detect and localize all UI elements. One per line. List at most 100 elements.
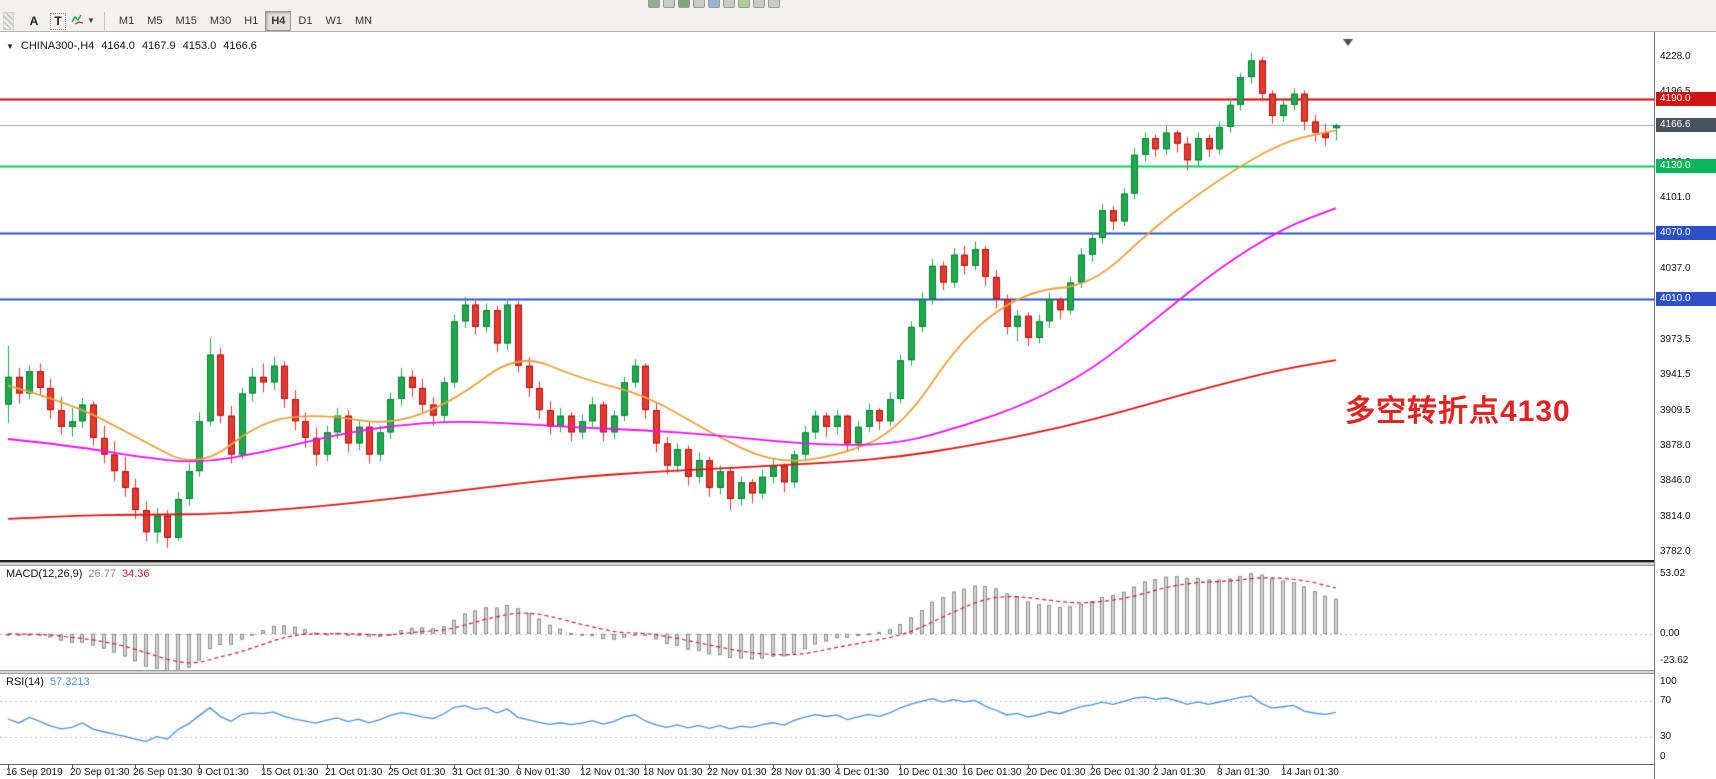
macd-axis-tick: 0.00 [1660, 627, 1680, 639]
timeframe-button-m30[interactable]: M30 [204, 11, 237, 31]
time-axis-label: 20 Sep 01:30 [70, 767, 130, 778]
time-axis-label: 8 Jan 01:30 [1217, 767, 1270, 778]
chart-open-value: 4164.0 [101, 40, 135, 52]
time-axis-tick [1028, 765, 1029, 768]
time-axis-label: 9 Oct 01:30 [197, 767, 249, 778]
cropped-toolbar-row [648, 0, 780, 9]
rsi-axis-tick: 100 [1660, 676, 1677, 687]
time-axis-label: 6 Nov 01:30 [516, 767, 570, 778]
time-axis-tick [1219, 765, 1220, 768]
timeframe-button-m15[interactable]: M15 [169, 11, 202, 31]
time-axis-label: 28 Nov 01:30 [771, 767, 831, 778]
time-axis-tick [518, 765, 519, 768]
time-axis-tick [1155, 765, 1156, 768]
cropped-toolbar-icon[interactable] [753, 0, 765, 8]
chart-low-value: 4153.0 [182, 40, 217, 52]
price-line-badge: 4190.0 [1656, 92, 1716, 107]
price-axis-tick: 3973.5 [1660, 333, 1691, 345]
timeframe-button-m5[interactable]: M5 [141, 11, 168, 31]
chart-high-value: 4167.9 [141, 40, 176, 52]
price-axis-tick: 3878.0 [1660, 439, 1691, 451]
cropped-toolbar-icon[interactable] [678, 0, 690, 8]
price-axis-tick: 3846.0 [1660, 475, 1691, 487]
time-axis-tick [900, 765, 901, 768]
indicator-zigzag-icon [71, 13, 85, 28]
text-label-tool-button[interactable]: A [22, 11, 46, 31]
cropped-toolbar-icon[interactable] [768, 0, 780, 8]
time-axis-label: 25 Oct 01:30 [388, 767, 446, 778]
timeframe-button-h4[interactable]: H4 [265, 10, 292, 31]
time-axis-tick [327, 765, 328, 768]
one-click-trading-expander[interactable]: ▼ [6, 41, 14, 51]
cropped-toolbar-icon[interactable] [708, 0, 720, 8]
price-axis[interactable]: 4228.04196.54165.04133.04101.04069.04037… [1654, 32, 1716, 779]
rsi-panel-canvas[interactable] [0, 674, 1654, 764]
panel-separator[interactable] [0, 562, 1716, 566]
time-axis-frame-line [0, 764, 1716, 765]
time-axis-label: 15 Oct 01:30 [261, 767, 319, 778]
chart-annotation-text[interactable]: 多空转折点4130 [1345, 395, 1571, 428]
price-axis-tick: 4101.0 [1660, 192, 1691, 204]
rsi-name: RSI(14) [6, 676, 44, 688]
price-axis-tick: 3782.0 [1660, 546, 1691, 558]
price-axis-tick: 4228.0 [1660, 51, 1691, 63]
cropped-toolbar-icon[interactable] [738, 0, 750, 8]
time-axis-tick [390, 765, 391, 768]
price-line-badge: 4010.0 [1656, 292, 1716, 307]
time-axis[interactable]: 16 Sep 2019 20 Sep 01:30 26 Sep 01:30 9 Oct… [0, 765, 1654, 779]
price-line-badge: 4130.0 [1656, 158, 1716, 173]
time-axis-tick [837, 765, 838, 768]
price-axis-tick: 3941.5 [1660, 369, 1691, 381]
time-axis-label: 10 Dec 01:30 [898, 767, 958, 778]
macd-main-value: 26.77 [88, 568, 116, 580]
cropped-toolbar-icon[interactable] [648, 0, 660, 8]
timeframe-group: M1 M5 M15 M30 H1 H4 D1 W1 MN [113, 10, 378, 31]
rsi-axis-tick: 30 [1660, 731, 1672, 742]
price-chart-canvas[interactable] [0, 36, 1654, 560]
toolbar-gripper[interactable] [3, 11, 14, 30]
time-axis-tick [964, 765, 965, 768]
time-axis-label: 14 Jan 01:30 [1281, 767, 1339, 778]
cropped-toolbar-icon[interactable] [693, 0, 705, 8]
indicators-button[interactable]: ▼ [70, 11, 96, 31]
time-axis-tick [645, 765, 646, 768]
macd-axis-tick: -23.62 [1660, 654, 1689, 666]
timeframe-button-h1[interactable]: H1 [238, 11, 264, 31]
text-box-tool-button[interactable]: T [46, 11, 70, 31]
time-axis-tick [263, 765, 264, 768]
main-toolbar: A T ▼ M1 M5 M15 M30 H1 H4 D1 W1 MN [0, 0, 1716, 32]
timeframe-button-mn[interactable]: MN [349, 11, 378, 31]
time-axis-tick [8, 765, 9, 768]
price-axis-tick: 3814.0 [1660, 510, 1691, 522]
price-line-badge: 4070.0 [1656, 225, 1716, 240]
panel-separator[interactable] [0, 670, 1716, 674]
time-axis-label: 16 Sep 2019 [6, 767, 63, 778]
time-axis-tick [1092, 765, 1093, 768]
time-axis-tick [709, 765, 710, 768]
price-axis-tick: 4037.0 [1660, 263, 1691, 275]
time-axis-tick [582, 765, 583, 768]
macd-panel-canvas[interactable] [0, 566, 1654, 670]
cropped-toolbar-icon[interactable] [723, 0, 735, 8]
macd-axis-tick: 53.02 [1660, 567, 1686, 579]
main-chart-frame-line [0, 560, 1654, 562]
timeframe-button-d1[interactable]: D1 [292, 11, 318, 31]
time-axis-tick [773, 765, 774, 768]
time-axis-label: 21 Oct 01:30 [325, 767, 383, 778]
rsi-axis-tick: 70 [1660, 695, 1672, 706]
time-axis-label: 22 Nov 01:30 [707, 767, 767, 778]
time-axis-label: 16 Dec 01:30 [962, 767, 1022, 778]
time-axis-tick [72, 765, 73, 768]
timeframe-button-m1[interactable]: M1 [113, 11, 140, 31]
macd-label: MACD(12,26,9) 26.77 34.36 [6, 568, 149, 580]
timeframe-button-w1[interactable]: W1 [319, 11, 348, 31]
cropped-toolbar-icon[interactable] [663, 0, 675, 8]
time-axis-tick [135, 765, 136, 768]
price-axis-tick: 3909.5 [1660, 404, 1691, 416]
macd-signal-value: 34.36 [121, 568, 150, 580]
time-axis-label: 26 Sep 01:30 [133, 767, 193, 778]
time-axis-tick [1283, 765, 1284, 768]
time-axis-label: 12 Nov 01:30 [580, 767, 640, 778]
time-axis-label: 20 Dec 01:30 [1026, 767, 1086, 778]
chart-title: ▼ CHINA300-,H4 4164.0 4167.9 4153.0 4166… [6, 40, 257, 52]
